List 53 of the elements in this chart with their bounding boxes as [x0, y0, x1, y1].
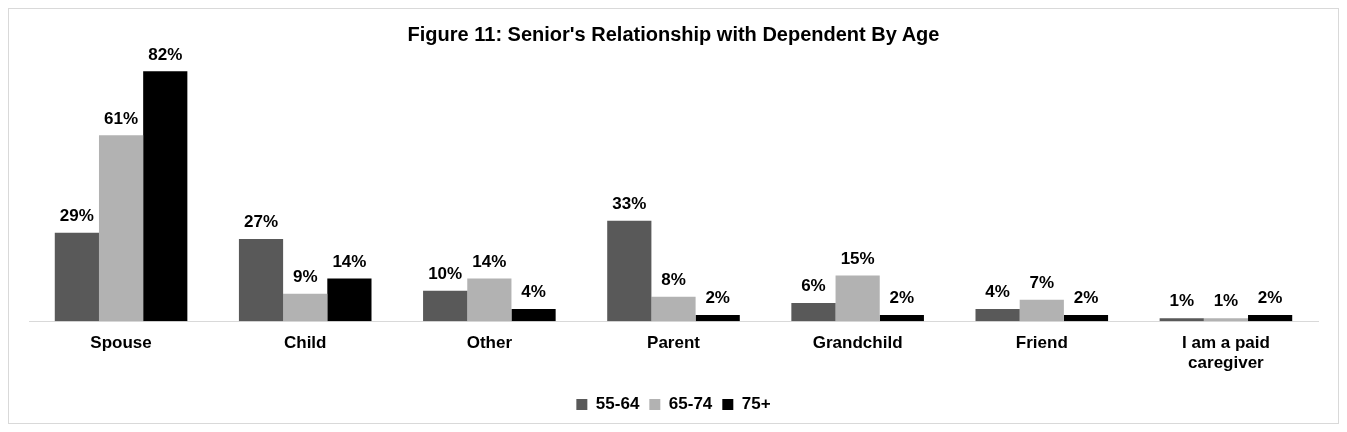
- x-tick-label: Friend: [1015, 333, 1068, 353]
- bar: [238, 238, 284, 322]
- bar: [98, 135, 144, 322]
- bar: [511, 309, 556, 322]
- bar: [54, 232, 99, 322]
- x-tick-label: Child: [283, 333, 327, 353]
- data-label: 27%: [244, 212, 279, 232]
- x-tick-label: I am a paid caregiver: [1181, 333, 1270, 373]
- bar: [1159, 318, 1204, 322]
- bar: [651, 296, 696, 322]
- bar: [607, 220, 652, 322]
- data-label: 1%: [1169, 291, 1195, 311]
- data-label: 2%: [1073, 288, 1099, 308]
- data-label: 14%: [472, 251, 507, 271]
- legend-label: 65-74: [668, 394, 713, 414]
- bar: [791, 302, 836, 322]
- bar: [695, 315, 740, 322]
- x-tick-label: Grandchild: [812, 333, 903, 353]
- data-label: 7%: [1029, 273, 1055, 293]
- data-label: 61%: [104, 108, 139, 128]
- bar: [1248, 315, 1293, 322]
- data-label: 29%: [59, 206, 94, 226]
- data-label: 10%: [428, 263, 463, 283]
- bar: [879, 315, 924, 322]
- data-label: 4%: [521, 282, 546, 302]
- bar: [327, 278, 372, 322]
- bar: [1063, 315, 1109, 322]
- bar: [975, 309, 1020, 322]
- data-label: 2%: [1257, 288, 1283, 308]
- data-label: 2%: [889, 288, 915, 308]
- data-label: 6%: [801, 276, 826, 296]
- bar: [467, 278, 512, 322]
- data-label: 33%: [612, 193, 647, 213]
- data-label: 8%: [661, 270, 686, 290]
- data-label: 82%: [148, 44, 183, 64]
- data-label: 4%: [985, 282, 1010, 302]
- legend-label: 75+: [741, 394, 771, 414]
- data-label: 15%: [840, 248, 875, 268]
- x-tick-label: Spouse: [90, 333, 152, 353]
- bar: [1203, 318, 1249, 322]
- data-label: 14%: [332, 251, 367, 271]
- bar: [143, 71, 188, 322]
- bar: [1019, 299, 1064, 322]
- bar: [423, 290, 468, 322]
- bar: [283, 293, 328, 322]
- x-tick-label: Parent: [647, 333, 701, 353]
- data-label: 1%: [1213, 291, 1239, 311]
- data-label: 2%: [705, 288, 730, 308]
- bar: [835, 275, 880, 322]
- chart-title: Figure 11: Senior's Relationship with Dependent By Age: [407, 22, 940, 45]
- x-tick-label: Other: [466, 333, 513, 353]
- legend-label: 55-64: [595, 394, 640, 414]
- data-label: 9%: [292, 266, 318, 286]
